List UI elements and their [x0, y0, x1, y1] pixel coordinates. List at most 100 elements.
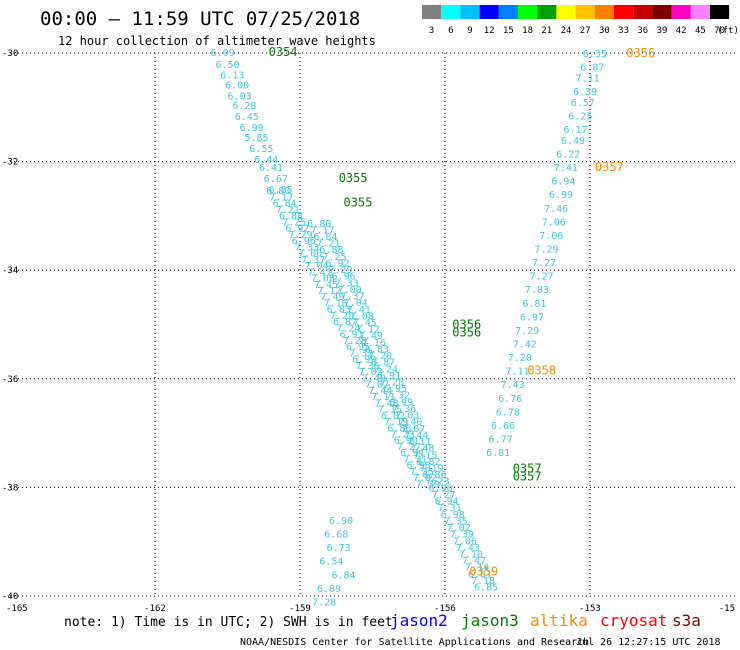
- wave-height-mark: 7.39: [416, 479, 440, 490]
- wave-height-label: 6.03: [228, 91, 252, 102]
- wave-height-label: 6.89: [317, 584, 341, 595]
- wave-height-mark: 7.49: [359, 331, 383, 342]
- wave-height-mark: 6.86: [422, 470, 446, 481]
- wave-height-mark: 6.92: [285, 224, 309, 235]
- pass-time-label: 0356: [626, 46, 655, 60]
- wave-height-mark: 7.31: [403, 454, 427, 465]
- wave-height-mark: 7.37: [341, 292, 365, 303]
- wave-height-mark: 6.82: [416, 457, 440, 468]
- pass-time-label: 0357: [513, 470, 542, 484]
- wave-height-mark: 7.17: [269, 192, 293, 203]
- wave-height-mark: 7.36: [392, 404, 416, 415]
- wave-height-mark: 7.48: [410, 444, 434, 455]
- wave-height-mark: 7.24: [374, 364, 398, 375]
- wave-height-mark: 7.04: [344, 298, 368, 309]
- wave-height-label: 6.81: [486, 448, 510, 459]
- wave-height-mark: 7.41: [347, 305, 371, 316]
- scale-swatch: [441, 5, 461, 19]
- wave-height-label: 5.85: [244, 133, 268, 144]
- scale-unit-label: (ft): [717, 26, 739, 36]
- wave-height-label: 7.11: [505, 367, 529, 378]
- scale-swatch: [710, 5, 730, 19]
- wave-height-label: 7.29: [515, 326, 539, 337]
- wave-height-mark: 7.29: [289, 230, 313, 241]
- wave-height-mark: 6.98: [406, 461, 430, 472]
- wave-height-mark: 7.25: [322, 252, 346, 263]
- wave-height-label: 6.49: [561, 136, 585, 147]
- wave-height-label: 7.27: [530, 272, 554, 283]
- y-tick-label: -40: [2, 592, 18, 602]
- wave-height-label: 6.73: [327, 543, 351, 554]
- wave-height-label: 6.66: [491, 421, 515, 432]
- wave-height-mark: 6.80: [266, 186, 290, 197]
- wave-height-mark: 6.99: [352, 355, 376, 366]
- wave-height-label: 6.35: [583, 49, 607, 60]
- scale-swatch: [594, 5, 614, 19]
- pass-time-label: 0355: [344, 195, 373, 209]
- wave-height-mark: 7.29: [329, 265, 353, 276]
- scale-tick-label: 27: [580, 26, 591, 36]
- wave-height-mark: 7.37: [301, 255, 325, 266]
- scale-tick-label: 6: [448, 26, 453, 36]
- wave-height-mark: 7.04: [304, 261, 328, 272]
- wave-height-label: 6.39: [573, 87, 597, 98]
- wave-height-mark: 7.27: [432, 490, 456, 501]
- scale-tick-label: 70: [714, 26, 725, 36]
- wave-height-mark: 7.19: [384, 417, 408, 428]
- wave-height-label: 6.50: [215, 60, 239, 71]
- mission-altika-label: altika: [530, 611, 588, 630]
- mission-jason3-label: jason3: [461, 611, 519, 630]
- axis-ticks: -165 -162 -159 -156 -153 -15 -30 -32 -34 -36 -38 -4…: [2, 49, 735, 614]
- wave-height-label: 7.06: [539, 231, 563, 242]
- x-tick-label: -15: [719, 604, 735, 614]
- wave-height-mark: 6.94: [400, 448, 424, 459]
- wave-height-label: 7.46: [544, 204, 568, 215]
- wave-height-label: 7.29: [534, 244, 558, 255]
- wave-height-mark: 6.85: [474, 583, 498, 594]
- wave-height-mark: 7.14: [465, 563, 489, 574]
- wave-height-mark: 7.40: [362, 373, 386, 384]
- wave-height-mark: 6.90: [429, 483, 453, 494]
- y-tick-label: -38: [2, 483, 18, 493]
- scale-tick-label: 45: [695, 26, 706, 36]
- y-tick-label: -32: [2, 158, 18, 168]
- wave-height-label: 7.42: [513, 340, 537, 351]
- scale-swatch: [614, 5, 634, 19]
- wave-height-label: 6.28: [232, 101, 256, 112]
- wave-height-label: 6.85: [269, 185, 293, 196]
- wave-height-label: 6.99: [240, 123, 264, 134]
- wave-height-label: 7.43: [501, 380, 525, 391]
- wave-height-mark: 7.33: [295, 242, 319, 253]
- scale-swatch: [518, 5, 538, 19]
- wave-height-mark: 7.39: [450, 530, 474, 541]
- mission-s3a-label: s3a: [672, 611, 701, 630]
- scale-swatch: [575, 5, 595, 19]
- wave-height-mark: 7.08: [350, 311, 374, 322]
- scale-tick-label: 30: [599, 26, 610, 36]
- wave-height-label: 6.45: [235, 112, 259, 123]
- wave-height-label: 6.00: [225, 80, 249, 91]
- wave-height-mark: 7.28: [343, 336, 367, 347]
- wave-height-mark: 6.83: [365, 344, 389, 355]
- wave-height-label: 7.20: [508, 353, 532, 364]
- wave-height-label: 7.28: [312, 597, 336, 608]
- wave-height-mark: 7.36: [355, 361, 379, 372]
- wave-height-label: 6.94: [551, 177, 575, 188]
- wave-height-mark: 7.10: [459, 549, 483, 560]
- wave-height-mark: 7.16: [324, 298, 348, 309]
- wave-height-mark: 7.18: [471, 576, 495, 587]
- wave-height-label: 6.87: [580, 63, 604, 74]
- pass-time-label: 0356: [452, 318, 481, 332]
- wave-height-mark: 6.84: [313, 232, 337, 243]
- wave-height-mark: 6.91: [377, 371, 401, 382]
- wave-height-mark: 7.07: [365, 380, 389, 391]
- wave-height-mark: 7.31: [438, 503, 462, 514]
- wave-height-mark: 7.21: [276, 205, 300, 216]
- wave-height-mark: 6.86: [387, 423, 411, 434]
- wave-height-label: 6.22: [556, 149, 580, 160]
- wave-height-label: 6.55: [249, 144, 273, 155]
- wave-height-mark: 7.20: [368, 351, 392, 362]
- wave-height-mark: 7.17: [310, 225, 334, 236]
- scale-swatch: [671, 5, 691, 19]
- wave-height-mark: 6.98: [441, 510, 465, 521]
